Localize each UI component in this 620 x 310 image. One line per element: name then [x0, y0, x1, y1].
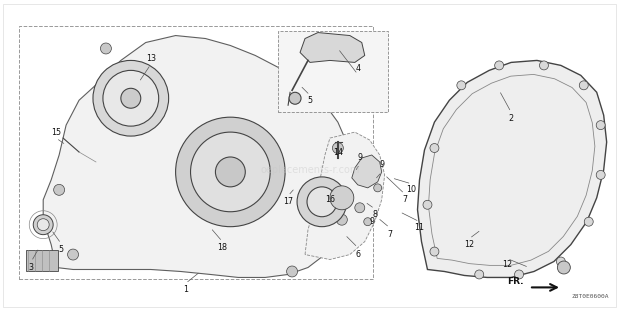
Circle shape — [539, 61, 549, 70]
Circle shape — [430, 144, 439, 153]
Text: oeplacements-r.com: oeplacements-r.com — [260, 165, 360, 175]
Circle shape — [557, 261, 570, 274]
Circle shape — [584, 217, 593, 226]
Text: 9: 9 — [369, 217, 374, 226]
Circle shape — [495, 61, 503, 70]
Text: 12: 12 — [464, 240, 474, 249]
Text: 6: 6 — [355, 250, 360, 259]
Circle shape — [307, 187, 337, 217]
Circle shape — [103, 70, 159, 126]
Circle shape — [190, 132, 270, 212]
Bar — [278, 31, 388, 112]
Circle shape — [579, 81, 588, 90]
Text: 9: 9 — [379, 161, 384, 170]
Circle shape — [37, 219, 49, 231]
Text: 2: 2 — [508, 114, 513, 123]
Circle shape — [297, 177, 347, 227]
Polygon shape — [305, 132, 384, 259]
Text: 7: 7 — [402, 195, 407, 204]
Circle shape — [330, 186, 354, 210]
Circle shape — [430, 247, 439, 256]
Text: 4: 4 — [355, 64, 360, 73]
Circle shape — [596, 170, 605, 179]
Circle shape — [100, 43, 112, 54]
Text: FR.: FR. — [508, 277, 524, 286]
Circle shape — [289, 92, 301, 104]
Text: 10: 10 — [407, 185, 417, 194]
Text: 12: 12 — [502, 260, 512, 269]
Text: 17: 17 — [283, 197, 293, 206]
Circle shape — [364, 218, 372, 226]
Circle shape — [374, 184, 382, 192]
Circle shape — [423, 200, 432, 209]
Circle shape — [337, 214, 347, 225]
Circle shape — [332, 143, 343, 153]
Polygon shape — [417, 60, 606, 277]
Text: 14: 14 — [333, 148, 343, 157]
Circle shape — [286, 266, 298, 277]
Text: 13: 13 — [146, 54, 156, 63]
Text: Z8T0E0600A: Z8T0E0600A — [571, 294, 609, 299]
Circle shape — [33, 215, 53, 235]
Polygon shape — [300, 33, 365, 62]
Text: 5: 5 — [308, 96, 312, 105]
Circle shape — [515, 270, 523, 279]
Circle shape — [475, 270, 484, 279]
Text: 1: 1 — [183, 285, 188, 294]
Text: 3: 3 — [29, 263, 33, 272]
Bar — [19, 26, 373, 279]
Text: 15: 15 — [51, 128, 61, 137]
Bar — [26, 250, 58, 272]
Circle shape — [556, 257, 565, 266]
Text: 7: 7 — [387, 230, 392, 239]
Text: 8: 8 — [372, 210, 377, 219]
Circle shape — [54, 184, 64, 195]
Text: 18: 18 — [218, 243, 228, 252]
Circle shape — [355, 203, 365, 213]
Polygon shape — [43, 36, 352, 277]
Circle shape — [215, 157, 246, 187]
Circle shape — [280, 53, 291, 64]
Circle shape — [175, 117, 285, 227]
Circle shape — [596, 121, 605, 130]
Text: 5: 5 — [58, 245, 64, 254]
Circle shape — [68, 249, 79, 260]
Text: 9: 9 — [357, 153, 362, 162]
Circle shape — [121, 88, 141, 108]
Text: 11: 11 — [415, 223, 425, 232]
Polygon shape — [352, 155, 382, 188]
Circle shape — [93, 60, 169, 136]
Text: 16: 16 — [325, 195, 335, 204]
Circle shape — [457, 81, 466, 90]
